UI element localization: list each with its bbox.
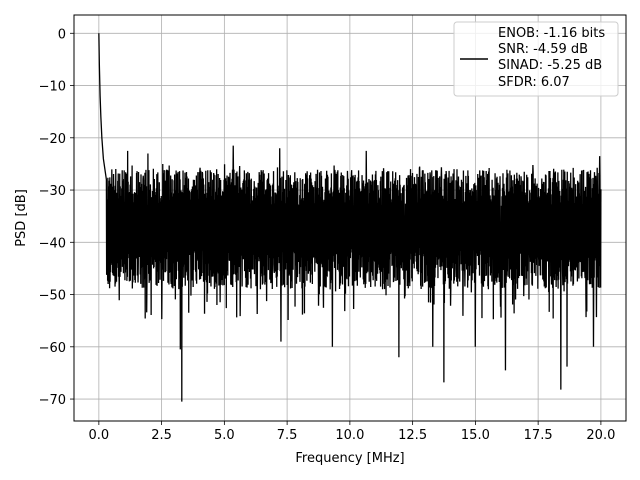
legend-text-sinad: SINAD: -5.25 dB [498,58,602,73]
y-tick-label: 0 [58,27,66,42]
legend: ENOB: -1.16 bits SNR: -4.59 dB SINAD: -5… [453,21,619,97]
x-tick-label: 12.5 [398,428,427,443]
y-tick-label: −50 [39,289,66,304]
x-tick-label: 2.5 [151,428,172,443]
x-tick-label: 7.5 [277,428,298,443]
legend-box [453,21,619,97]
y-tick-label: −30 [39,184,66,199]
y-axis-label: PSD [dB] [14,189,29,247]
legend-text-sfdr: SFDR: 6.07 [498,75,570,90]
series-layer [98,33,602,402]
x-tick-label: 0.0 [89,428,110,443]
x-tick-label: 5.0 [214,428,235,443]
x-tick-label: 10.0 [335,428,364,443]
y-tick-label: −40 [39,236,66,251]
legend-text-enob: ENOB: -1.16 bits [498,26,605,41]
x-axis-label: Frequency [MHz] [295,451,404,466]
y-axis-ticks: 0 −10 −20 −30 −40 −50 −60 −70 [39,27,74,408]
x-tick-label: 20.0 [586,428,615,443]
psd-line [98,33,602,402]
y-tick-label: −60 [39,341,66,356]
x-tick-label: 15.0 [461,428,490,443]
y-tick-label: −70 [39,393,66,408]
x-axis-ticks: 0.0 2.5 5.0 7.5 10.0 12.5 15.0 17.5 20.0 [89,421,615,443]
legend-text-snr: SNR: -4.59 dB [498,42,588,57]
x-tick-label: 17.5 [524,428,553,443]
y-tick-label: −20 [39,132,66,147]
y-tick-label: −10 [39,80,66,95]
